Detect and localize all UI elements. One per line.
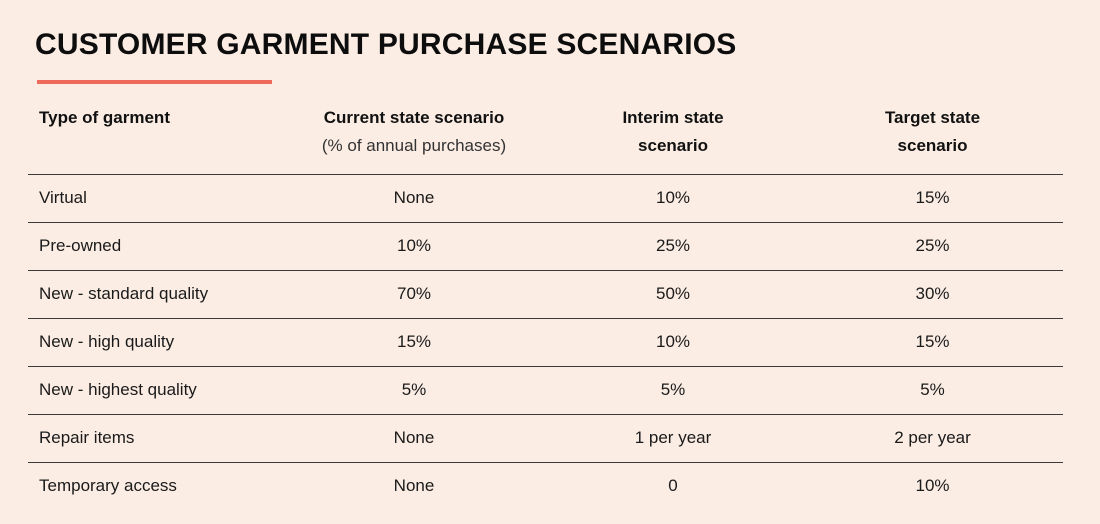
table-row: Virtual None 10% 15% [28,174,1063,223]
cell-target-state: 15% [802,174,1063,223]
table-row: Pre-owned 10% 25% 25% [28,222,1063,271]
header-type-of-garment: Type of garment [28,96,284,175]
cell-target-state: 2 per year [802,414,1063,463]
header-current-state-sub: (% of annual purchases) [321,136,507,155]
cell-target-state: 25% [802,222,1063,271]
header-interim-state-sub: scenario [638,136,708,155]
header-current-state: Current state scenario (% of annual purc… [284,96,544,175]
cell-interim-state: 25% [544,222,802,271]
cell-target-state: 10% [915,476,950,496]
table-row: New - highest quality 5% 5% 5% [28,366,1063,415]
cell-interim-state: 1 per year [544,414,802,463]
cell-garment-type: Pre-owned [28,222,284,271]
cell-garment-type: New - high quality [28,318,284,367]
cell-interim-state: 0 [668,476,678,496]
purchase-scenarios-table: Type of garment Current state scenario (… [28,96,1063,510]
cell-interim-state: 10% [544,174,802,223]
cell-garment-type: New - standard quality [28,270,284,319]
header-target-state-sub: scenario [897,136,968,155]
page-title: CUSTOMER GARMENT PURCHASE SCENARIOS [35,28,737,61]
cell-current-state: None [393,476,435,496]
cell-interim-state: 10% [544,318,802,367]
cell-interim-state: 50% [544,270,802,319]
cell-garment-type: New - highest quality [28,366,284,415]
cell-current-state: None [284,174,544,223]
cell-interim-state: 5% [544,366,802,415]
cell-garment-type: Virtual [28,174,284,223]
table-body: Virtual None 10% 15% Pre-owned 10% 25% 2… [28,174,1063,510]
table-row: Repair items None 1 per year 2 per year [28,414,1063,463]
cell-current-state: None [284,414,544,463]
table-row: New - standard quality 70% 50% 30% [28,270,1063,319]
cell-current-state: 10% [284,222,544,271]
cell-garment-type: Repair items [28,414,284,463]
table-row: Temporary access None 0 10% [28,462,1063,510]
cell-target-state: 30% [802,270,1063,319]
cell-target-state: 15% [802,318,1063,367]
title-accent-bar [37,80,272,84]
cell-current-state: 5% [284,366,544,415]
cell-current-state: 15% [284,318,544,367]
header-target-state: Target state scenario [802,96,1063,175]
cell-current-state: 70% [284,270,544,319]
cell-target-state: 5% [802,366,1063,415]
cell-garment-type: Temporary access [39,476,177,496]
table-row: New - high quality 15% 10% 15% [28,318,1063,367]
table-header-row: Type of garment Current state scenario (… [28,96,1063,175]
header-interim-state: Interim state scenario [544,96,802,175]
